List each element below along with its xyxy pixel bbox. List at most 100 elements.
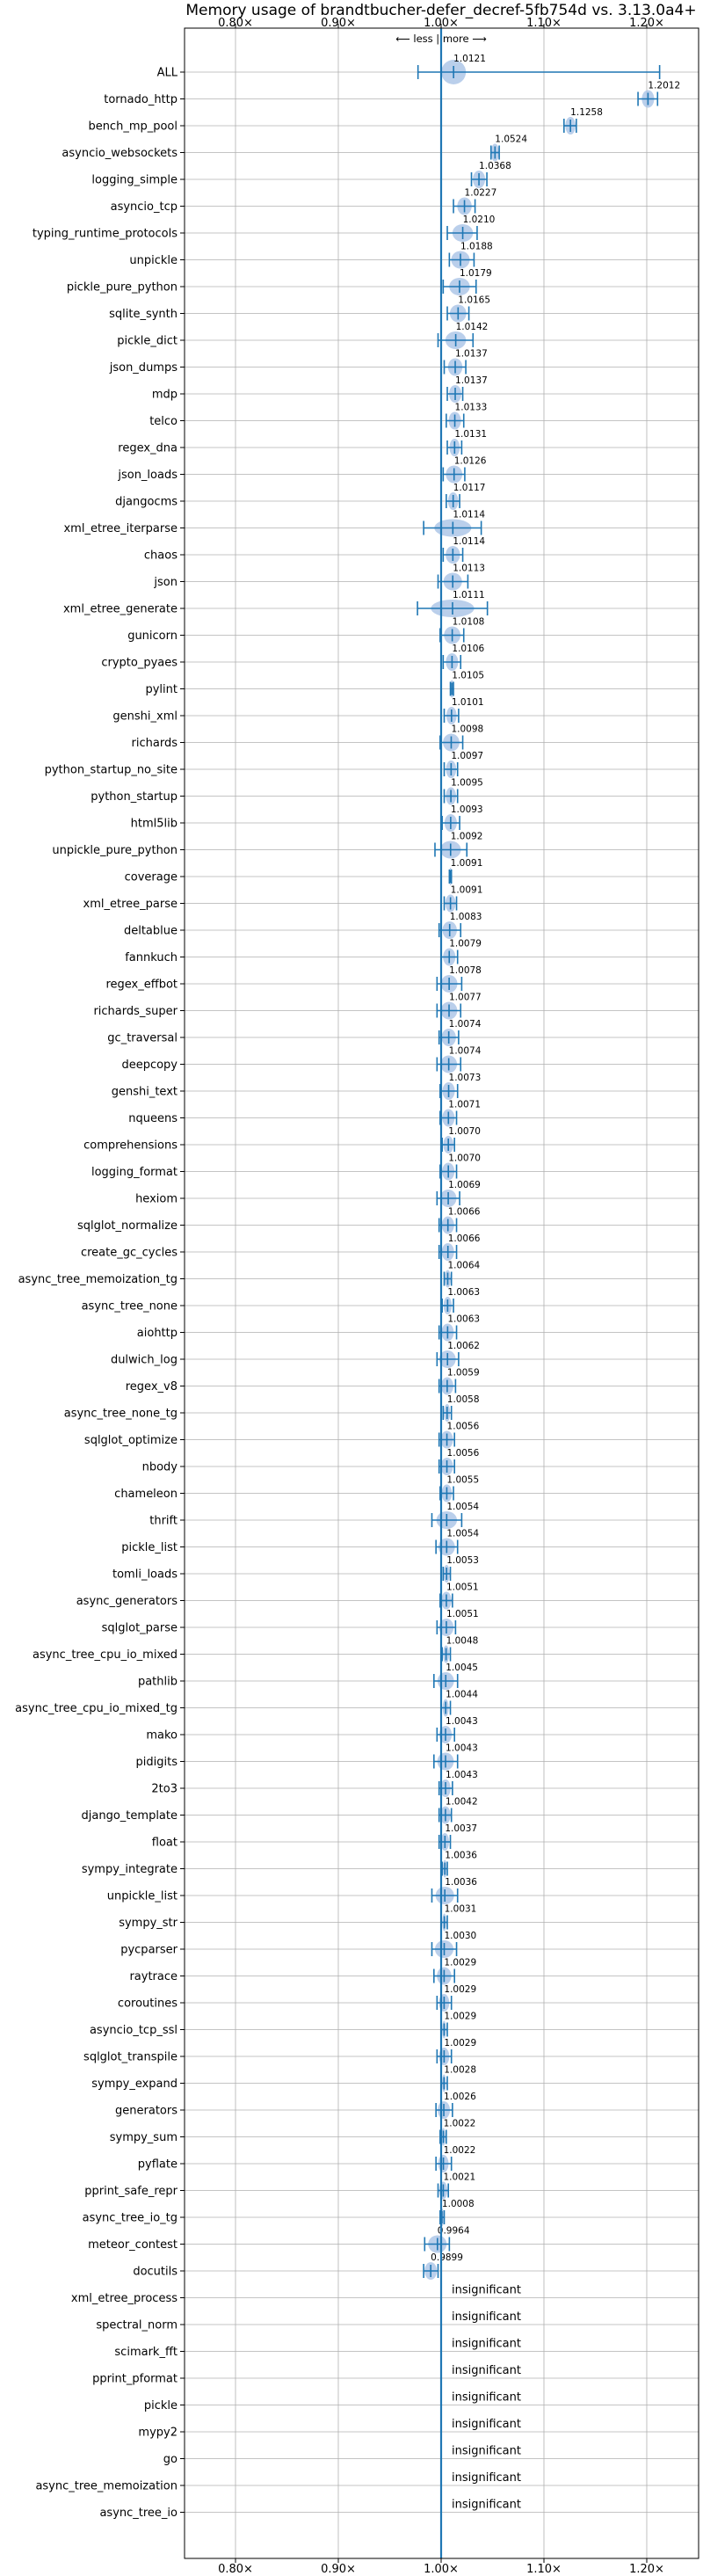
plot-frame: [184, 27, 699, 2559]
category-label: coverage: [125, 871, 178, 884]
value-label: 1.0092: [451, 832, 483, 842]
value-label: 1.0126: [454, 456, 487, 467]
category-label: html5lib: [131, 818, 178, 831]
category-label: hexiom: [135, 1193, 178, 1206]
category-label: python_startup_no_site: [45, 764, 178, 777]
category-label: unpickle: [129, 254, 178, 267]
category-label: xml_etree_iterparse: [63, 522, 178, 535]
category-label: nbody: [142, 1461, 178, 1474]
value-label: 1.0105: [452, 671, 484, 681]
category-label: dulwich_log: [111, 1354, 178, 1367]
insignificant-label: insignificant: [452, 2364, 521, 2377]
value-label: 1.0074: [449, 1019, 482, 1030]
category-label: sqlglot_optimize: [84, 1434, 178, 1447]
category-label: create_gc_cycles: [81, 1247, 178, 1260]
category-label: pprint_pformat: [92, 2373, 178, 2386]
value-label: 1.0106: [452, 644, 484, 654]
category-label: async_tree_io: [99, 2507, 178, 2520]
category-label: mdp: [152, 389, 178, 402]
category-label: pylint: [145, 683, 178, 696]
value-label: 0.9899: [431, 2252, 463, 2263]
value-label: 1.0048: [446, 1636, 479, 1647]
category-label: genshi_xml: [112, 710, 178, 724]
category-label: genshi_text: [112, 1086, 178, 1099]
category-label: mypy2: [138, 2427, 178, 2440]
value-label: 1.0042: [446, 1797, 478, 1808]
category-label: async_tree_cpu_io_mixed_tg: [15, 1702, 178, 1715]
category-label: async_tree_none: [82, 1300, 178, 1313]
insignificant-label: insignificant: [452, 2284, 521, 2297]
value-label: 1.0029: [444, 1984, 476, 1995]
category-label: async_tree_memoization: [35, 2480, 178, 2493]
x-tick-label-top: 1.10×: [526, 17, 562, 30]
value-label: 1.0043: [446, 1716, 478, 1727]
value-label: 1.0179: [460, 268, 492, 279]
value-label: 1.0071: [448, 1100, 481, 1110]
x-tick-label-top: 1.00×: [424, 17, 459, 30]
value-label: 1.0021: [443, 2172, 475, 2183]
category-label: django_template: [82, 1809, 178, 1823]
category-label: meteor_contest: [88, 2238, 178, 2252]
value-label: 1.0053: [446, 1555, 479, 1566]
category-label: sqlglot_transpile: [83, 2051, 178, 2064]
category-label: json_loads: [117, 469, 178, 482]
category-label: fannkuch: [125, 951, 178, 964]
category-label: docutils: [133, 2266, 178, 2279]
category-label: async_generators: [76, 1595, 178, 1608]
value-label: 1.0108: [453, 617, 485, 628]
category-label: logging_simple: [91, 174, 178, 187]
category-label: async_tree_cpu_io_mixed: [33, 1648, 178, 1662]
value-label: 1.0054: [446, 1502, 479, 1512]
category-label: pycparser: [120, 1944, 178, 1957]
value-label: 1.0063: [447, 1314, 480, 1325]
category-label: pidigits: [136, 1756, 178, 1769]
category-label: gunicorn: [127, 629, 178, 643]
value-label: 1.0043: [446, 1743, 478, 1754]
value-label: 1.0093: [451, 804, 483, 815]
category-label: asyncio_websockets: [62, 147, 178, 160]
insignificant-label: insignificant: [452, 2418, 521, 2431]
value-label: 1.0117: [453, 483, 486, 493]
category-label: aiohttp: [137, 1327, 178, 1340]
insignificant-label: insignificant: [452, 2338, 521, 2351]
category-label: deltablue: [124, 925, 178, 938]
value-label: 1.0054: [446, 1529, 479, 1539]
category-label: djangocms: [115, 496, 178, 509]
x-tick-label-top: 0.90×: [321, 17, 356, 30]
value-label: 1.0227: [465, 188, 497, 199]
value-label: 1.0114: [453, 536, 485, 547]
category-label: scimark_fft: [114, 2346, 178, 2359]
category-label: regex_dna: [118, 442, 178, 455]
value-label: 1.0036: [445, 1851, 477, 1861]
value-label: 1.0037: [445, 1823, 477, 1834]
category-label: typing_runtime_protocols: [33, 228, 178, 241]
value-label: 1.0142: [456, 322, 489, 332]
value-label: 1.0077: [449, 993, 482, 1003]
value-label: 1.0043: [446, 1770, 478, 1780]
category-label: sympy_sum: [110, 2131, 178, 2144]
category-label: unpickle_list: [107, 1890, 178, 1903]
category-label: pickle_pure_python: [67, 281, 178, 295]
category-label: json: [153, 576, 178, 589]
value-label: 1.0029: [444, 1958, 476, 1968]
x-tick-label-bottom: 1.20×: [629, 2563, 664, 2576]
value-label: 1.2012: [648, 81, 680, 91]
value-label: 1.0030: [445, 1931, 477, 1941]
value-label: 1.0058: [447, 1394, 480, 1405]
value-label: 1.0066: [448, 1233, 481, 1244]
category-label: ALL: [157, 67, 178, 80]
value-label: 1.1258: [570, 107, 603, 118]
category-label: pickle: [144, 2399, 178, 2412]
value-label: 1.0066: [448, 1207, 481, 1218]
x-tick-label-bottom: 0.80×: [218, 2563, 253, 2576]
category-label: pickle_list: [121, 1541, 178, 1554]
value-label: 1.0064: [447, 1261, 480, 1271]
category-label: sympy_str: [119, 1917, 178, 1930]
value-label: 1.0078: [449, 965, 482, 976]
category-label: json_dumps: [109, 361, 178, 375]
category-label: asyncio_tcp: [111, 200, 178, 214]
value-label: 1.0079: [449, 939, 482, 950]
insignificant-label: insignificant: [452, 2310, 521, 2324]
category-label: raytrace: [129, 1970, 178, 1983]
value-label: 1.0091: [451, 858, 483, 869]
